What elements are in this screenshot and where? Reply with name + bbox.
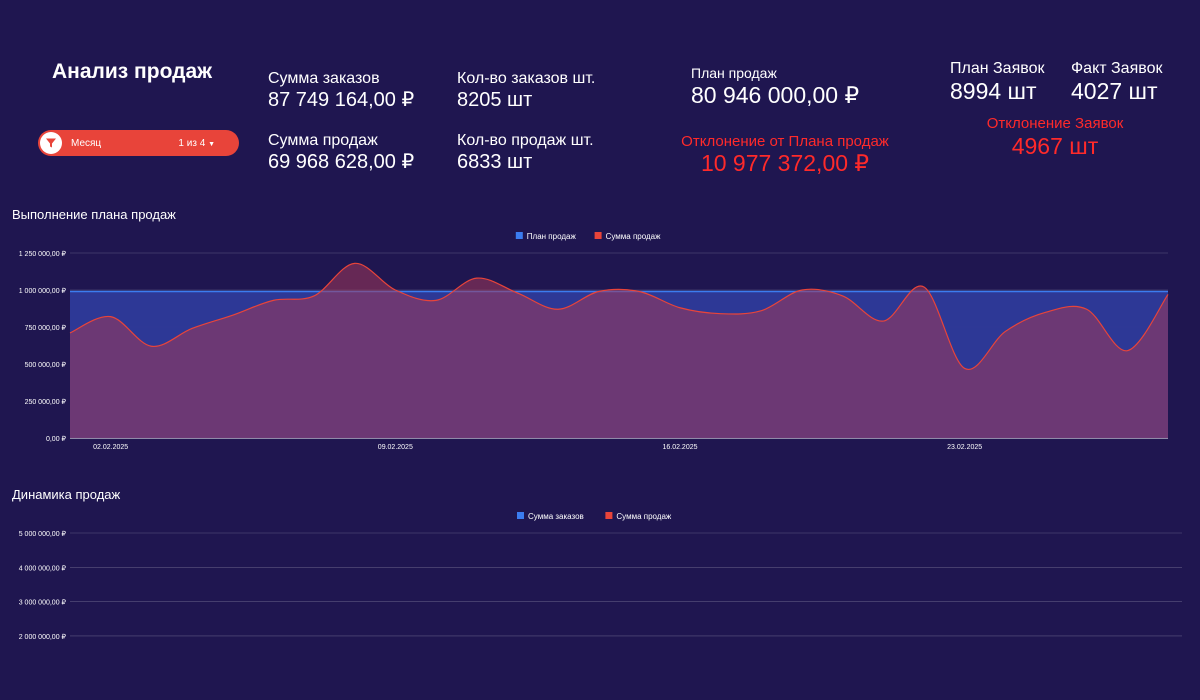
kpi-label: Сумма заказов xyxy=(268,70,380,87)
legend-swatch xyxy=(605,512,613,519)
kpi-plan-deviation: Отклонение от Плана продаж 10 977 372,00… xyxy=(660,133,910,177)
caret-down-icon: ▼ xyxy=(208,140,215,148)
kpi-orders-fact: Факт Заявок 4027 шт xyxy=(1071,60,1162,105)
y-tick-label: 500 000,00 ₽ xyxy=(25,361,67,369)
kpi-label: Кол-во заказов шт. xyxy=(457,70,596,87)
legend-swatch xyxy=(517,512,524,519)
kpi-sales-sum: Сумма продаж 69 968 628,00 ₽ xyxy=(268,132,414,174)
kpi-orders-count: Кол-во заказов шт. 8205 шт xyxy=(457,70,595,112)
sales-line xyxy=(69,262,1169,371)
kpi-label: План Заявок xyxy=(950,60,1045,77)
month-filter[interactable]: Месяц 1 из 4 ▼ xyxy=(38,130,239,156)
legend-swatch xyxy=(594,232,602,239)
kpi-value: 87 749 164,00 ₽ xyxy=(268,89,415,111)
kpi-value: 4967 шт xyxy=(1011,133,1099,159)
filter-count: 1 из 4 ▼ xyxy=(178,137,215,149)
kpi-value: 80 946 000,00 ₽ xyxy=(691,82,860,108)
kpi-value: 10 977 372,00 ₽ xyxy=(700,150,870,176)
page-title: Анализ продаж xyxy=(52,60,213,83)
filter-icon xyxy=(40,132,62,154)
x-tick-label: 09.02.2025 xyxy=(378,444,413,451)
kpi-value: 69 968 628,00 ₽ xyxy=(268,151,415,173)
kpi-label: Факт Заявок xyxy=(1071,60,1163,77)
kpi-orders-deviation: Отклонение Заявок 4967 шт xyxy=(950,115,1160,160)
sales-plan-chart: План продаж Сумма продаж 0,00 ₽ 250 000,00 … xyxy=(19,232,1169,451)
kpi-value: 8205 шт xyxy=(457,89,533,111)
kpi-sales-count: Кол-во продаж шт. 6833 шт xyxy=(457,132,594,174)
kpi-value: 4027 шт xyxy=(1071,78,1158,104)
y-tick-label: 2 000 000,00 ₽ xyxy=(19,633,67,641)
y-tick-label: 0,00 ₽ xyxy=(46,435,67,443)
x-tick-label: 16.02.2025 xyxy=(662,444,697,451)
x-tick-label: 23.02.2025 xyxy=(947,444,982,451)
kpi-label: Сумма продаж xyxy=(268,132,378,149)
y-tick-label: 250 000,00 ₽ xyxy=(25,398,67,406)
kpi-label: Отклонение от Плана продаж xyxy=(681,133,889,150)
kpi-orders-sum: Сумма заказов 87 749 164,00 ₽ xyxy=(268,70,414,112)
filter-label: Месяц xyxy=(71,137,102,149)
legend-label: Сумма заказов xyxy=(528,512,584,521)
y-tick-label: 1 000 000,00 ₽ xyxy=(19,287,67,295)
y-tick-label: 5 000 000,00 ₽ xyxy=(19,530,67,538)
y-tick-label: 4 000 000,00 ₽ xyxy=(19,564,67,572)
x-tick-label: 02.02.2025 xyxy=(93,444,128,451)
y-tick-label: 750 000,00 ₽ xyxy=(25,324,67,332)
y-tick-label: 3 000 000,00 ₽ xyxy=(19,599,67,607)
legend-label: План продаж xyxy=(527,232,577,241)
legend-label: Сумма продаж xyxy=(616,512,672,521)
legend-label: Сумма продаж xyxy=(606,232,662,241)
legend-swatch xyxy=(515,232,523,239)
kpi-label: План продаж xyxy=(691,65,777,81)
sales-dynamics-chart: Сумма заказов Сумма продаж 2 000 000,00 ₽ 3… xyxy=(19,512,1182,641)
kpi-label: Кол-во продаж шт. xyxy=(457,132,594,149)
kpi-label: Отклонение Заявок xyxy=(986,115,1124,132)
chart-title-plan: Выполнение плана продаж xyxy=(12,207,176,222)
y-tick-label: 1 250 000,00 ₽ xyxy=(19,250,67,258)
chart-title-dynamics: Динамика продаж xyxy=(12,487,121,502)
kpi-sales-plan: План продаж 80 946 000,00 ₽ xyxy=(691,65,859,109)
kpi-value: 8994 шт xyxy=(950,78,1037,104)
kpi-value: 6833 шт xyxy=(457,151,533,173)
kpi-orders-plan: План Заявок 8994 шт xyxy=(950,60,1044,105)
sales-area xyxy=(70,263,1168,438)
